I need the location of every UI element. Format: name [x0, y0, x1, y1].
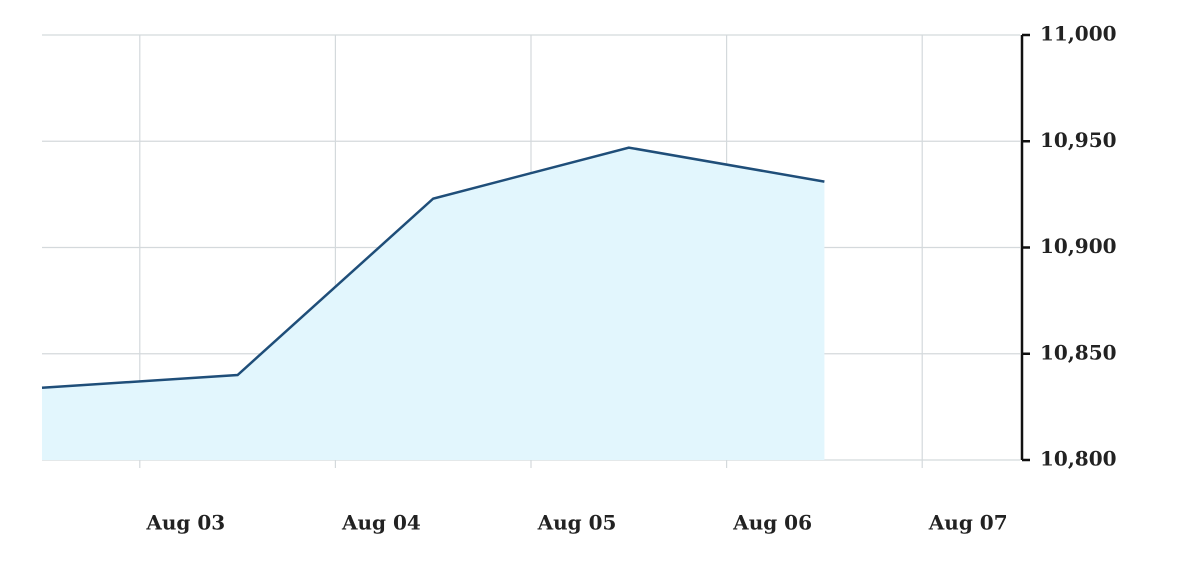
x-tick-label: Aug 03: [145, 511, 225, 535]
y-tick-label: 10,900: [1040, 234, 1117, 258]
x-tick-label: Aug 05: [537, 511, 617, 535]
x-tick-label: Aug 06: [732, 511, 812, 535]
area-fill: [42, 147, 825, 460]
line: [41, 146, 825, 389]
y-tick-label: 10,850: [1040, 340, 1117, 364]
y-tick-label: 10,800: [1040, 447, 1117, 471]
y-tick-label: 11,000: [1040, 22, 1117, 46]
y-tick-label: 10,950: [1040, 128, 1117, 152]
x-tick-label: Aug 04: [341, 511, 421, 535]
x-tick-label: Aug 07: [928, 511, 1008, 535]
